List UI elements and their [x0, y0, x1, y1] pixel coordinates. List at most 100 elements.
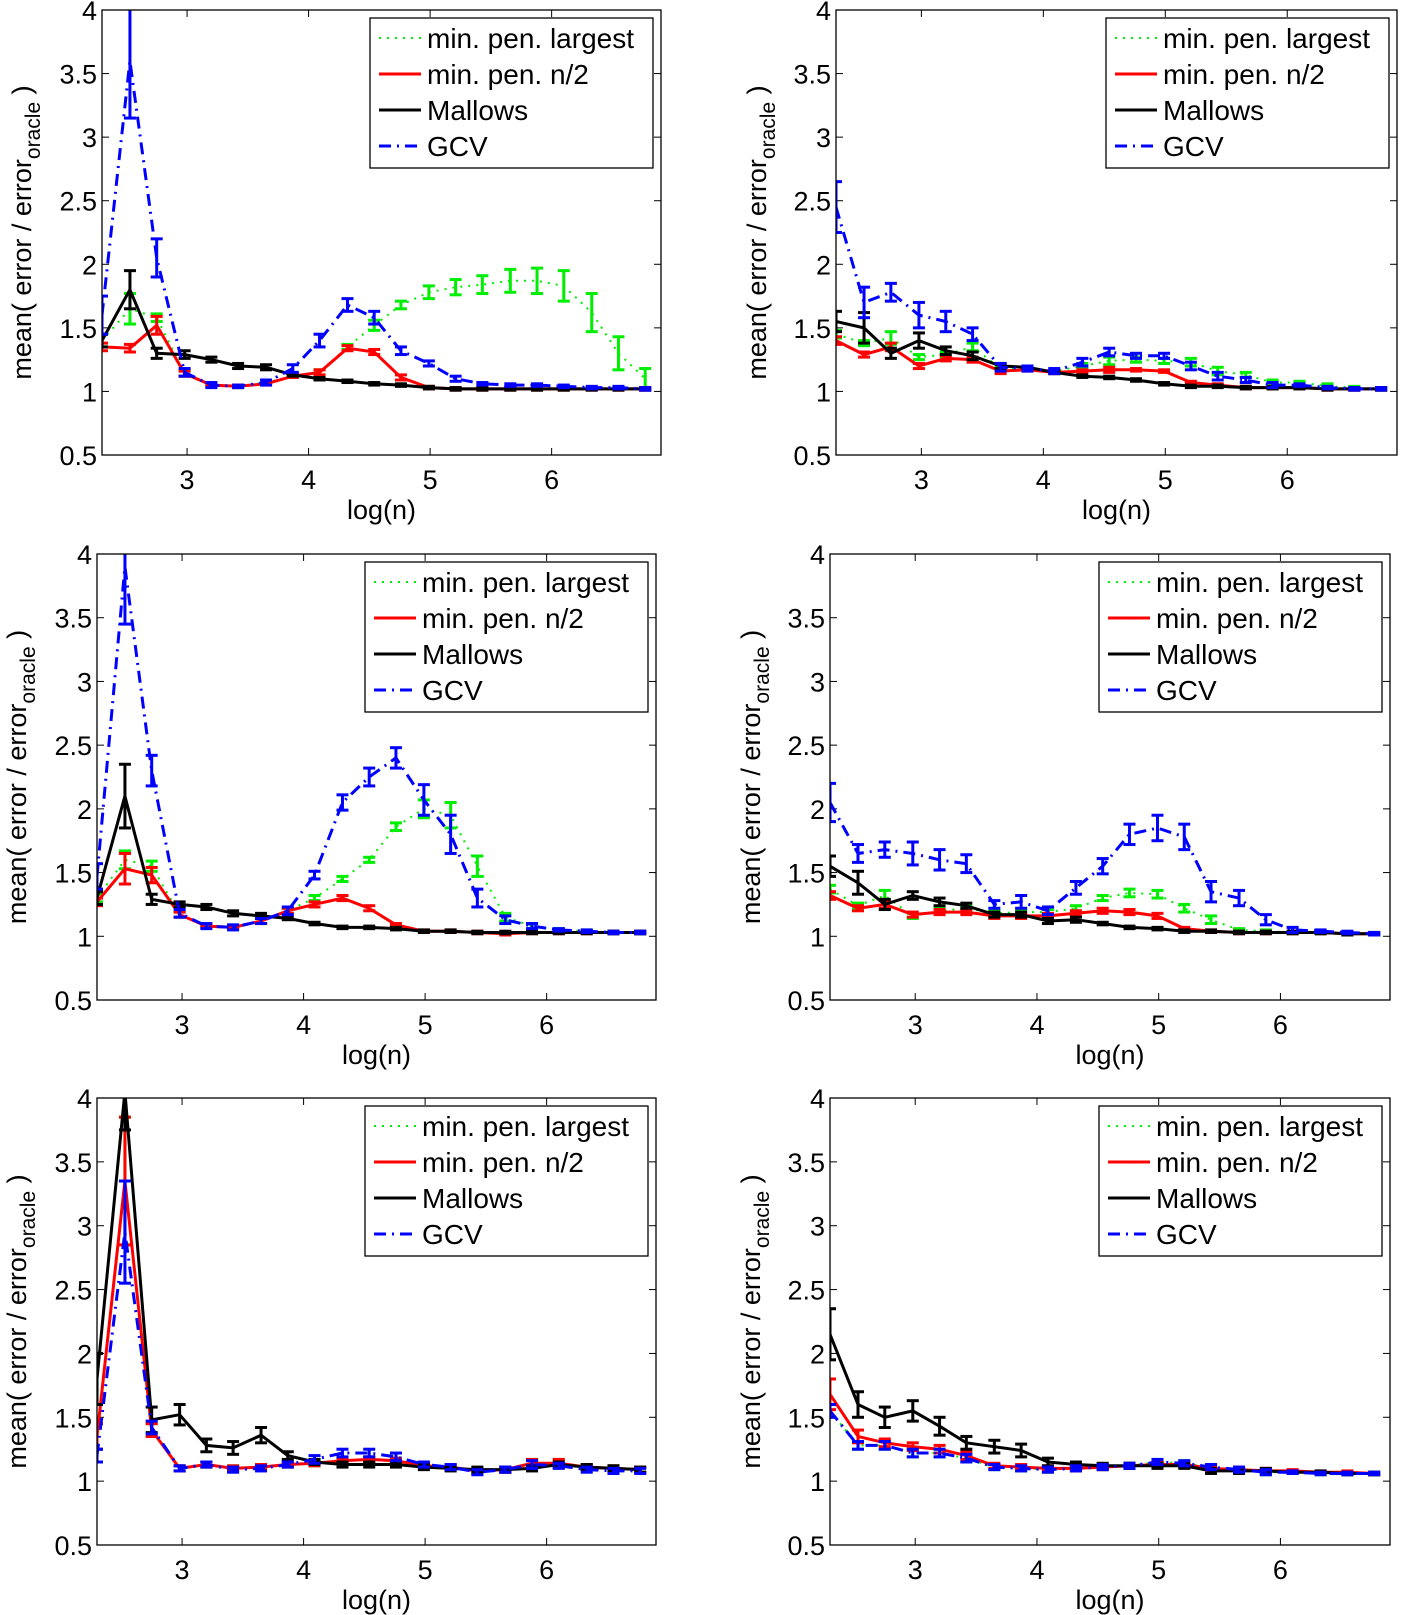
- x-tick-label: 6: [1273, 1010, 1288, 1040]
- error-bar: [830, 1307, 836, 1362]
- error-bar: [836, 335, 842, 346]
- legend-label: min. pen. largest: [422, 1111, 629, 1142]
- error-bar: [994, 361, 1007, 373]
- error-bar: [1286, 1469, 1299, 1475]
- x-tick-label: 3: [908, 1555, 923, 1585]
- error-bar: [988, 1438, 1001, 1455]
- error-bar: [1184, 379, 1197, 386]
- y-tick-label: 4: [82, 0, 97, 26]
- error-bar: [145, 753, 158, 788]
- error-bar: [200, 902, 213, 912]
- legend: min. pen. largest min. pen. n/2 Mallows GCV: [364, 1105, 649, 1257]
- error-bar: [471, 1468, 484, 1477]
- y-tick-label: 1: [810, 922, 825, 952]
- error-bar: [960, 901, 973, 910]
- y-tick-label: 3.5: [793, 60, 831, 90]
- y-tick-label: 3.5: [59, 60, 97, 90]
- error-bar: [933, 896, 946, 908]
- legend-label: min. pen. n/2: [422, 1147, 584, 1178]
- error-bar: [552, 1461, 565, 1470]
- error-bar: [858, 285, 871, 320]
- series-line: [102, 60, 646, 391]
- error-bar: [912, 361, 925, 371]
- error-bar: [363, 855, 376, 864]
- legend-item: Mallows: [1108, 639, 1257, 670]
- error-bar: [526, 1459, 539, 1470]
- error-bar: [504, 267, 517, 294]
- x-tick-label: 4: [1029, 1010, 1044, 1040]
- error-bar: [281, 915, 294, 922]
- legend-label: GCV: [1156, 675, 1217, 706]
- legend-item: min. pen. n/2: [1115, 59, 1325, 90]
- error-bar: [232, 361, 245, 371]
- error-bar: [417, 783, 430, 817]
- y-tick-label: 1.5: [59, 314, 97, 344]
- error-bar: [476, 381, 489, 387]
- y-tick-label: 2: [810, 1339, 825, 1369]
- error-bar: [531, 386, 544, 392]
- error-bar: [471, 887, 484, 909]
- error-bar: [878, 1405, 891, 1430]
- error-bar: [1151, 925, 1164, 932]
- y-tick-label: 3: [77, 667, 92, 697]
- x-tick-label: 3: [175, 1010, 190, 1040]
- x-tick-label: 6: [1280, 465, 1295, 495]
- error-bar: [394, 373, 407, 382]
- error-bar: [363, 904, 376, 913]
- error-bar: [232, 383, 245, 390]
- legend-label: Mallows: [1156, 639, 1257, 670]
- error-bar: [1158, 351, 1171, 360]
- legend-item: GCV: [374, 1219, 483, 1250]
- error-bar: [1239, 375, 1252, 385]
- error-bar: [531, 382, 544, 388]
- error-bar: [255, 1464, 268, 1473]
- y-tick-label: 2.5: [54, 1276, 92, 1306]
- error-bar: [1096, 857, 1109, 876]
- error-bar: [912, 331, 925, 350]
- x-tick-label: 3: [908, 1010, 923, 1040]
- legend-label: GCV: [1156, 1219, 1217, 1250]
- error-bar: [1151, 1457, 1164, 1467]
- y-tick-label: 0.5: [54, 1531, 92, 1561]
- error-bar: [933, 908, 946, 917]
- error-bar: [607, 929, 620, 936]
- error-bar: [1178, 902, 1191, 914]
- error-bar: [389, 922, 402, 928]
- error-bar: [97, 890, 103, 906]
- error-bar: [1015, 1442, 1028, 1459]
- series-line: [97, 1231, 641, 1474]
- error-bar: [476, 274, 489, 296]
- legend: min. pen. largest min. pen. n/2 Mallows GCV: [364, 561, 649, 713]
- error-bar: [341, 344, 354, 353]
- legend-label: Mallows: [1163, 95, 1264, 126]
- legend-label: min. pen. n/2: [1163, 59, 1325, 90]
- error-bar: [123, 10, 136, 120]
- error-bar: [1076, 373, 1089, 379]
- y-tick-label: 2: [77, 795, 92, 825]
- series-min-pen-n-2: [830, 1377, 1381, 1477]
- error-bar: [1103, 365, 1116, 374]
- x-tick-label: 4: [1036, 465, 1051, 495]
- error-bar: [1069, 879, 1082, 896]
- error-bar: [1015, 894, 1028, 910]
- error-bar: [97, 1447, 103, 1464]
- error-bar: [1130, 351, 1143, 360]
- legend-label: min. pen. largest: [1163, 23, 1370, 54]
- legend-label: GCV: [427, 131, 488, 162]
- error-bar: [1178, 1459, 1191, 1468]
- error-bar: [313, 375, 326, 382]
- error-bar: [634, 1466, 647, 1475]
- error-bar: [97, 1351, 103, 1407]
- error-bar: [118, 1179, 131, 1285]
- error-bar: [585, 384, 598, 391]
- error-bar: [852, 1440, 864, 1451]
- legend-item: Mallows: [1115, 95, 1264, 126]
- series-gcv: [830, 781, 1381, 937]
- error-bar: [173, 908, 186, 919]
- error-bar: [1151, 911, 1164, 920]
- plot-area: [102, 10, 652, 392]
- error-bar: [852, 1390, 864, 1419]
- y-tick-label: 4: [77, 540, 92, 570]
- y-tick-label: 2.5: [787, 731, 825, 761]
